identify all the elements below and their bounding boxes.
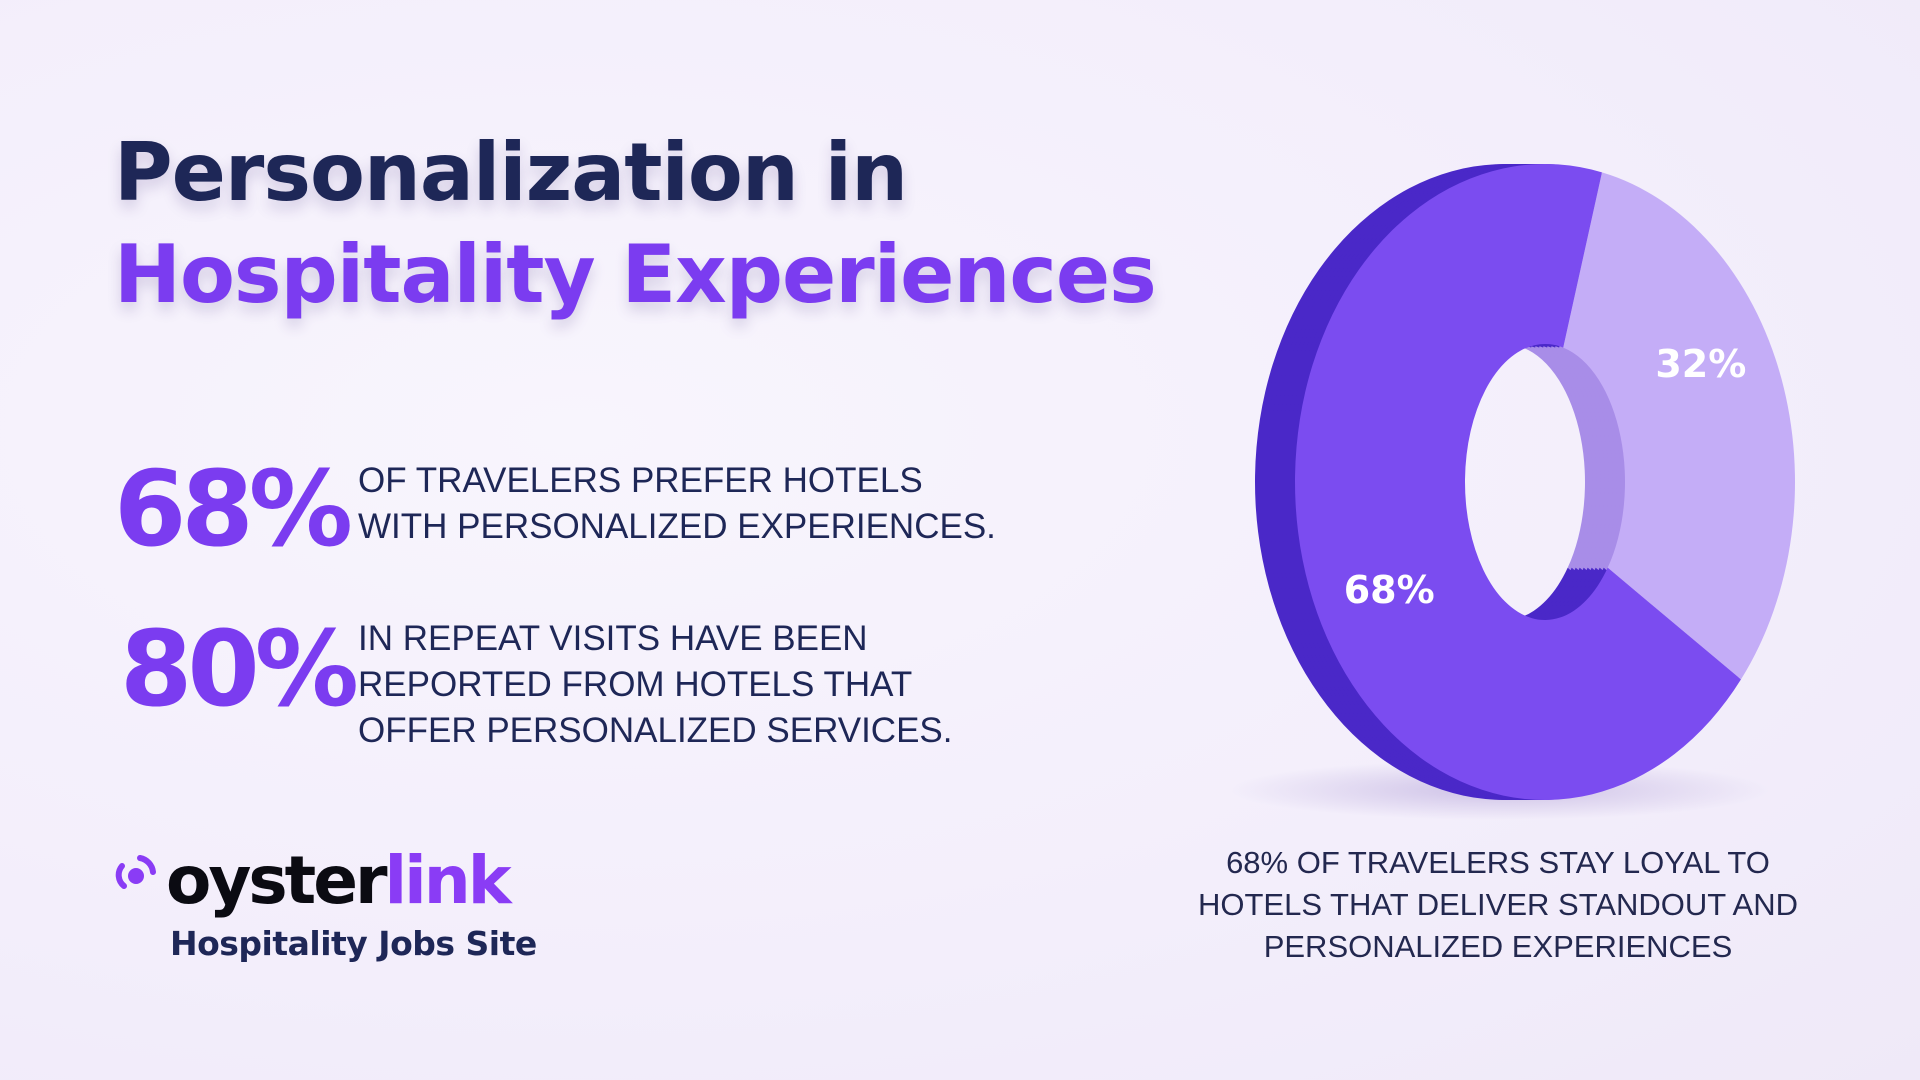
caption-line: 68% OF TRAVELERS STAY LOYAL TO (1226, 845, 1770, 880)
desc-line: OF TRAVELERS PREFER HOTELS (358, 461, 923, 500)
caption-line: PERSONALIZED EXPERIENCES (1263, 929, 1733, 964)
desc-line: IN REPEAT VISITS HAVE BEEN (358, 619, 868, 658)
caption-line: HOTELS THAT DELIVER STANDOUT AND (1197, 887, 1799, 922)
page-title: Personalization in Hospitality Experienc… (114, 122, 1157, 326)
slice-label: 68% (1344, 568, 1435, 612)
brand-tagline: Hospitality Jobs Site (170, 924, 537, 963)
desc-line: OFFER PERSONALIZED SERVICES. (358, 711, 953, 750)
stat-value-68: 68% (114, 448, 353, 570)
slice-68 (1295, 164, 1741, 800)
stat-value-80: 80% (120, 608, 359, 730)
brand-logo: oysterlink (166, 842, 512, 919)
brand-part-1: oyster (166, 842, 388, 919)
logo-icon (115, 855, 156, 889)
brand-part-2: link (384, 842, 512, 919)
slice-label: 32% (1655, 342, 1746, 386)
stat-description-68: OF TRAVELERS PREFER HOTELS WITH PERSONAL… (358, 458, 996, 550)
slice-32 (1563, 172, 1796, 680)
desc-line: REPORTED FROM HOTELS THAT (358, 665, 913, 704)
title-line-2: Hospitality Experiences (114, 228, 1157, 321)
desc-line: WITH PERSONALIZED EXPERIENCES. (358, 507, 996, 546)
title-line-1: Personalization in (114, 126, 908, 219)
stat-description-80: IN REPEAT VISITS HAVE BEEN REPORTED FROM… (358, 616, 953, 754)
chart-caption: 68% OF TRAVELERS STAY LOYAL TO HOTELS TH… (1180, 842, 1816, 968)
